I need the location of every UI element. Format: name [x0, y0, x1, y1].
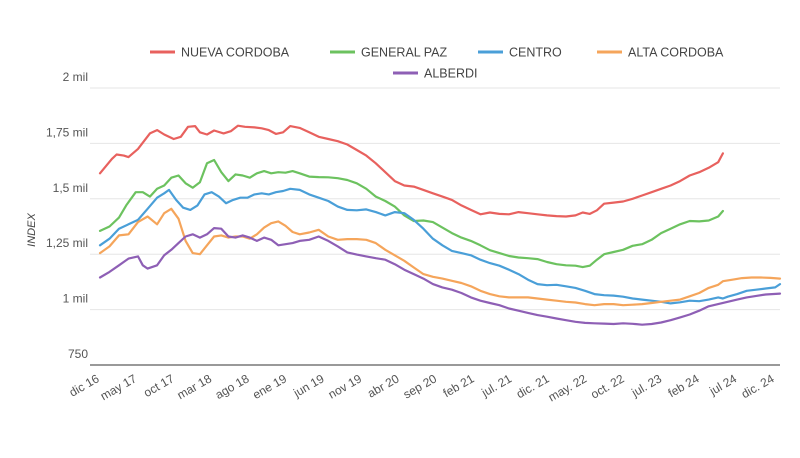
x-tick-label: jul 24	[706, 371, 739, 398]
legend-label: CENTRO	[509, 46, 562, 60]
y-tick-label: 1 mil	[63, 292, 88, 306]
legend-item: GENERAL PAZ	[330, 46, 447, 60]
legend-item: ALBERDI	[393, 67, 478, 81]
y-tick-label: 1,75 mil	[46, 125, 88, 139]
x-tick-label: feb 21	[441, 371, 477, 400]
series-line-alberdi	[98, 227, 782, 326]
y-tick-label: 1,5 mil	[53, 181, 88, 195]
x-tick-label: may 17	[98, 371, 139, 403]
x-tick-label: feb 24	[666, 371, 702, 400]
x-tick-label: jul. 21	[478, 371, 514, 400]
series-lines	[98, 124, 782, 326]
legend-item: NUEVA CORDOBA	[150, 46, 290, 60]
series-line-centro	[98, 187, 782, 305]
x-tick-label: jul. 23	[628, 371, 664, 400]
x-tick-label: abr 20	[365, 371, 402, 400]
x-tick-label: mar 18	[175, 371, 215, 402]
x-tick-label: dic 16	[67, 371, 102, 399]
legend-item: ALTA CORDOBA	[597, 46, 724, 60]
x-tick-label: may. 22	[546, 371, 589, 404]
legend-label: ALBERDI	[424, 67, 478, 81]
y-tick-label: 1,25 mil	[46, 236, 88, 250]
x-tick-label: sep 20	[401, 371, 439, 401]
y-axis-ticks: 750 1 mil 1,25 mil 1,5 mil 1,75 mil 2 mil	[46, 70, 88, 361]
legend-item: CENTRO	[478, 46, 562, 60]
legend-label: NUEVA CORDOBA	[181, 46, 290, 60]
legend-label: ALTA CORDOBA	[628, 46, 724, 60]
gridlines	[90, 87, 780, 366]
x-tick-label: ene 19	[250, 371, 289, 402]
y-axis-label: INDEX	[26, 213, 38, 247]
x-tick-label: ago 18	[213, 371, 252, 402]
y-tick-label: 2 mil	[63, 70, 88, 84]
legend-label: GENERAL PAZ	[361, 46, 447, 60]
x-tick-label: dic. 24	[739, 371, 777, 401]
x-tick-label: oct 17	[141, 371, 177, 400]
x-tick-label: dic. 21	[514, 371, 552, 401]
legend: NUEVA CORDOBA GENERAL PAZ CENTRO ALTA CORDO…	[150, 46, 724, 81]
x-tick-label: jun 19	[290, 371, 326, 400]
y-tick-label: 750	[68, 347, 88, 361]
x-tick-label: nov 19	[326, 371, 364, 401]
series-line-general-paz	[98, 158, 724, 269]
series-line-alta-cordoba	[98, 207, 782, 307]
x-tick-label: oct. 22	[588, 371, 626, 401]
series-line-nueva-cordoba	[98, 124, 724, 218]
